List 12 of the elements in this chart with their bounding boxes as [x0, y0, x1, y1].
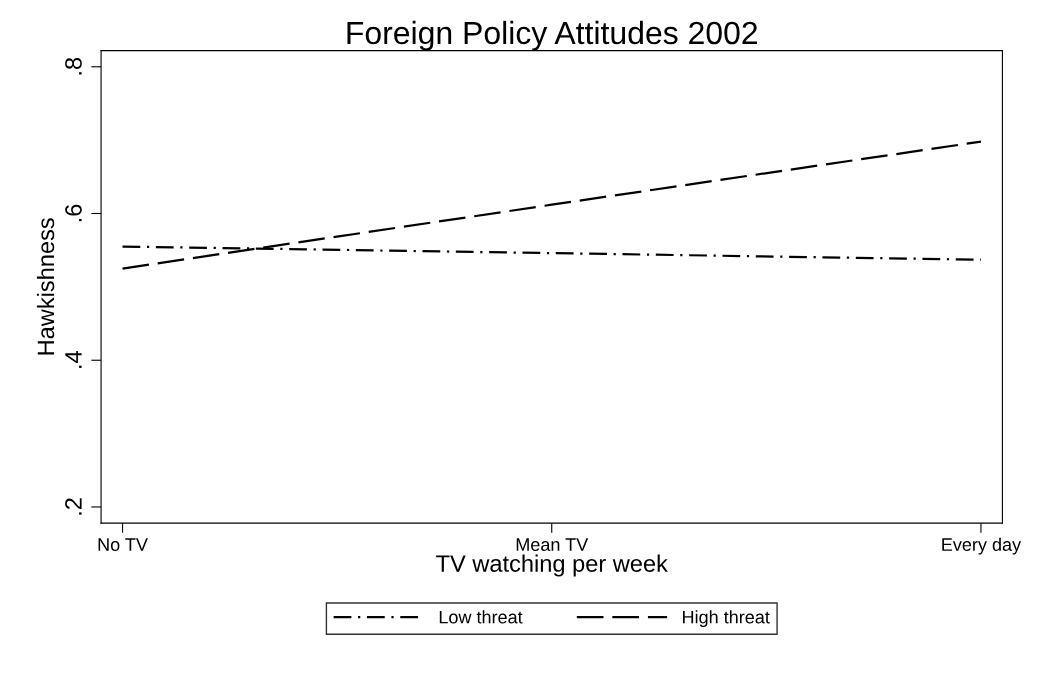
y-tick-label: .8	[65, 57, 82, 75]
legend-label: Low threat	[439, 610, 523, 624]
y-axis-title: Hawkishness	[36, 218, 55, 355]
y-tick-label: .6	[65, 204, 82, 222]
x-tick-label: Every day	[942, 537, 1022, 555]
y-tick-label: .4	[65, 351, 82, 368]
x-tick-label: No TV	[98, 538, 148, 551]
legend-label: High threat	[683, 610, 770, 628]
y-tick-label: .2	[65, 498, 82, 515]
x-tick-label: Mean TV	[516, 538, 589, 551]
chart-title: Foreign Policy Attitudes 2002	[347, 20, 758, 51]
x-axis-title: TV watching per week	[436, 554, 668, 577]
